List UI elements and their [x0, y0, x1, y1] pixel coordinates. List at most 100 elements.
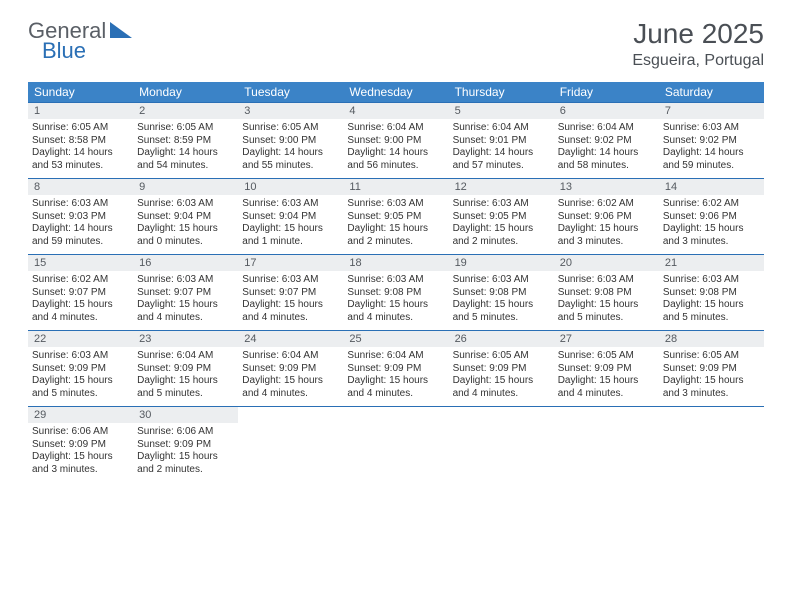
- day-cell: 4Sunrise: 6:04 AMSunset: 9:00 PMDaylight…: [343, 103, 448, 178]
- day-info: Sunrise: 6:06 AMSunset: 9:09 PMDaylight:…: [32, 423, 129, 476]
- week-row: 1Sunrise: 6:05 AMSunset: 8:58 PMDaylight…: [28, 103, 764, 178]
- day-cell: [659, 407, 764, 482]
- day-number: 10: [238, 179, 343, 195]
- day-info: Sunrise: 6:05 AMSunset: 9:09 PMDaylight:…: [558, 347, 655, 400]
- day-info: Sunrise: 6:03 AMSunset: 9:09 PMDaylight:…: [32, 347, 129, 400]
- day-number: 26: [449, 331, 554, 347]
- day-number: 28: [659, 331, 764, 347]
- day-number: 13: [554, 179, 659, 195]
- day-number-bar: [449, 407, 554, 423]
- day-cell: 22Sunrise: 6:03 AMSunset: 9:09 PMDayligh…: [28, 331, 133, 406]
- day-number: 23: [133, 331, 238, 347]
- day-info: Sunrise: 6:05 AMSunset: 9:09 PMDaylight:…: [663, 347, 760, 400]
- day-info: Sunrise: 6:05 AMSunset: 9:09 PMDaylight:…: [453, 347, 550, 400]
- day-cell: 1Sunrise: 6:05 AMSunset: 8:58 PMDaylight…: [28, 103, 133, 178]
- day-info: Sunrise: 6:03 AMSunset: 9:04 PMDaylight:…: [242, 195, 339, 248]
- weekday-header: Sunday: [28, 82, 133, 102]
- day-info: Sunrise: 6:05 AMSunset: 8:59 PMDaylight:…: [137, 119, 234, 172]
- day-cell: [554, 407, 659, 482]
- calendar: SundayMondayTuesdayWednesdayThursdayFrid…: [28, 82, 764, 482]
- day-info: Sunrise: 6:04 AMSunset: 9:09 PMDaylight:…: [242, 347, 339, 400]
- day-info: Sunrise: 6:03 AMSunset: 9:03 PMDaylight:…: [32, 195, 129, 248]
- day-number-bar: 26: [449, 331, 554, 347]
- day-cell: 14Sunrise: 6:02 AMSunset: 9:06 PMDayligh…: [659, 179, 764, 254]
- day-cell: 28Sunrise: 6:05 AMSunset: 9:09 PMDayligh…: [659, 331, 764, 406]
- day-number: 6: [554, 103, 659, 119]
- day-number-bar: 22: [28, 331, 133, 347]
- day-number-bar: 30: [133, 407, 238, 423]
- day-number-bar: 7: [659, 103, 764, 119]
- day-cell: 12Sunrise: 6:03 AMSunset: 9:05 PMDayligh…: [449, 179, 554, 254]
- day-cell: 19Sunrise: 6:03 AMSunset: 9:08 PMDayligh…: [449, 255, 554, 330]
- day-cell: 3Sunrise: 6:05 AMSunset: 9:00 PMDaylight…: [238, 103, 343, 178]
- day-number: 11: [343, 179, 448, 195]
- day-number: 1: [28, 103, 133, 119]
- weeks-container: 1Sunrise: 6:05 AMSunset: 8:58 PMDaylight…: [28, 102, 764, 482]
- day-info: Sunrise: 6:03 AMSunset: 9:04 PMDaylight:…: [137, 195, 234, 248]
- day-info: Sunrise: 6:03 AMSunset: 9:02 PMDaylight:…: [663, 119, 760, 172]
- day-number-bar: 29: [28, 407, 133, 423]
- day-cell: 5Sunrise: 6:04 AMSunset: 9:01 PMDaylight…: [449, 103, 554, 178]
- day-number: 20: [554, 255, 659, 271]
- day-cell: 21Sunrise: 6:03 AMSunset: 9:08 PMDayligh…: [659, 255, 764, 330]
- day-number-bar: 10: [238, 179, 343, 195]
- weekday-header: Wednesday: [343, 82, 448, 102]
- location-label: Esgueira, Portugal: [632, 52, 764, 70]
- day-number: 16: [133, 255, 238, 271]
- day-number-bar: 18: [343, 255, 448, 271]
- day-number-bar: 13: [554, 179, 659, 195]
- day-number: 17: [238, 255, 343, 271]
- day-number-bar: 4: [343, 103, 448, 119]
- day-info: Sunrise: 6:05 AMSunset: 8:58 PMDaylight:…: [32, 119, 129, 172]
- day-number-bar: [238, 407, 343, 423]
- day-info: Sunrise: 6:03 AMSunset: 9:08 PMDaylight:…: [453, 271, 550, 324]
- weekday-header-row: SundayMondayTuesdayWednesdayThursdayFrid…: [28, 82, 764, 102]
- day-info: Sunrise: 6:04 AMSunset: 9:02 PMDaylight:…: [558, 119, 655, 172]
- day-number: 24: [238, 331, 343, 347]
- day-info: Sunrise: 6:02 AMSunset: 9:07 PMDaylight:…: [32, 271, 129, 324]
- day-number-bar: 2: [133, 103, 238, 119]
- day-number: 3: [238, 103, 343, 119]
- day-number: [343, 407, 448, 423]
- day-number-bar: 5: [449, 103, 554, 119]
- day-number-bar: 1: [28, 103, 133, 119]
- week-row: 22Sunrise: 6:03 AMSunset: 9:09 PMDayligh…: [28, 331, 764, 406]
- day-number-bar: 23: [133, 331, 238, 347]
- day-number: [554, 407, 659, 423]
- week-row: 15Sunrise: 6:02 AMSunset: 9:07 PMDayligh…: [28, 255, 764, 330]
- day-info: Sunrise: 6:04 AMSunset: 9:00 PMDaylight:…: [347, 119, 444, 172]
- day-cell: 8Sunrise: 6:03 AMSunset: 9:03 PMDaylight…: [28, 179, 133, 254]
- day-cell: [343, 407, 448, 482]
- day-number-bar: 9: [133, 179, 238, 195]
- day-cell: 18Sunrise: 6:03 AMSunset: 9:08 PMDayligh…: [343, 255, 448, 330]
- day-info: Sunrise: 6:03 AMSunset: 9:05 PMDaylight:…: [453, 195, 550, 248]
- day-cell: 9Sunrise: 6:03 AMSunset: 9:04 PMDaylight…: [133, 179, 238, 254]
- weekday-header: Saturday: [659, 82, 764, 102]
- header: General Blue June 2025 Esgueira, Portuga…: [28, 18, 764, 70]
- day-cell: 26Sunrise: 6:05 AMSunset: 9:09 PMDayligh…: [449, 331, 554, 406]
- weekday-header: Monday: [133, 82, 238, 102]
- day-cell: 2Sunrise: 6:05 AMSunset: 8:59 PMDaylight…: [133, 103, 238, 178]
- day-info: Sunrise: 6:05 AMSunset: 9:00 PMDaylight:…: [242, 119, 339, 172]
- day-cell: 16Sunrise: 6:03 AMSunset: 9:07 PMDayligh…: [133, 255, 238, 330]
- day-cell: 24Sunrise: 6:04 AMSunset: 9:09 PMDayligh…: [238, 331, 343, 406]
- day-number-bar: 3: [238, 103, 343, 119]
- day-number: [659, 407, 764, 423]
- day-number: 27: [554, 331, 659, 347]
- day-number-bar: [659, 407, 764, 423]
- day-info: Sunrise: 6:04 AMSunset: 9:09 PMDaylight:…: [137, 347, 234, 400]
- day-cell: 30Sunrise: 6:06 AMSunset: 9:09 PMDayligh…: [133, 407, 238, 482]
- week-row: 29Sunrise: 6:06 AMSunset: 9:09 PMDayligh…: [28, 407, 764, 482]
- day-cell: 10Sunrise: 6:03 AMSunset: 9:04 PMDayligh…: [238, 179, 343, 254]
- day-number: [238, 407, 343, 423]
- day-cell: 11Sunrise: 6:03 AMSunset: 9:05 PMDayligh…: [343, 179, 448, 254]
- day-number: 30: [133, 407, 238, 423]
- day-info: Sunrise: 6:03 AMSunset: 9:05 PMDaylight:…: [347, 195, 444, 248]
- day-number: 7: [659, 103, 764, 119]
- day-info: Sunrise: 6:03 AMSunset: 9:07 PMDaylight:…: [242, 271, 339, 324]
- weekday-header: Tuesday: [238, 82, 343, 102]
- day-number: 9: [133, 179, 238, 195]
- day-cell: 6Sunrise: 6:04 AMSunset: 9:02 PMDaylight…: [554, 103, 659, 178]
- day-info: Sunrise: 6:02 AMSunset: 9:06 PMDaylight:…: [558, 195, 655, 248]
- logo: General Blue: [28, 18, 106, 44]
